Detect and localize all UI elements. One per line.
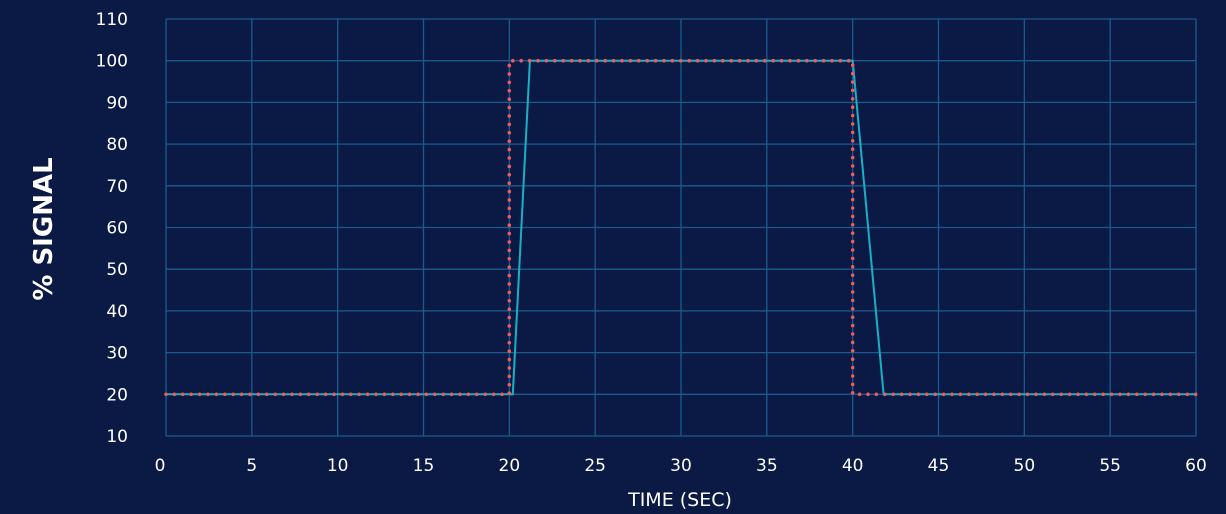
x-tick-label: 55 (1099, 456, 1121, 476)
x-tick-label: 45 (928, 456, 950, 476)
y-tick-label: 20 (106, 385, 128, 405)
y-tick-label: 30 (106, 344, 128, 364)
x-tick-label: 35 (756, 456, 778, 476)
x-tick-label: 20 (499, 456, 521, 476)
x-tick-labels: 0 5 10 15 20 25 30 35 40 45 50 55 60 (155, 456, 1207, 476)
x-tick-label: 0 (155, 456, 166, 476)
grid (165, 18, 1197, 437)
y-tick-label: 10 (106, 427, 128, 447)
x-tick-label: 25 (584, 456, 606, 476)
y-tick-label: 60 (106, 219, 128, 239)
x-tick-label: 60 (1185, 456, 1207, 476)
y-tick-label: 100 (96, 52, 128, 72)
y-tick-label: 50 (106, 260, 128, 280)
y-tick-labels: 10 20 30 40 50 60 70 80 90 100 110 (96, 10, 128, 447)
x-tick-label: 10 (327, 456, 349, 476)
y-tick-label: 90 (106, 93, 128, 113)
x-axis-title: TIME (SEC) (627, 489, 732, 511)
x-tick-label: 50 (1014, 456, 1036, 476)
series-layer (164, 58, 1198, 397)
x-tick-label: 30 (670, 456, 692, 476)
series-line-2-dotted (164, 58, 1198, 397)
x-tick-label: 15 (413, 456, 435, 476)
x-tick-label: 40 (842, 456, 864, 476)
y-axis-title: % SIGNAL (29, 157, 59, 300)
y-tick-label: 110 (96, 10, 128, 30)
y-tick-label: 40 (106, 302, 128, 322)
x-tick-label: 5 (246, 456, 257, 476)
y-tick-label: 80 (106, 135, 128, 155)
y-tick-label: 70 (106, 177, 128, 197)
